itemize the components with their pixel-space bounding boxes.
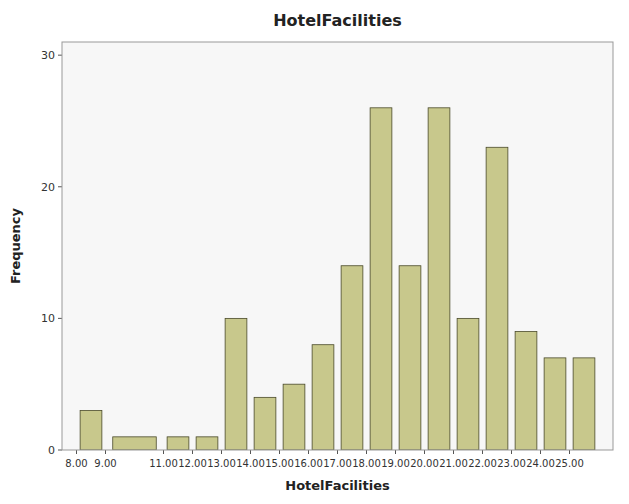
x-tick bbox=[337, 450, 338, 454]
y-tick-label: 20 bbox=[41, 181, 55, 194]
x-tick bbox=[221, 450, 222, 454]
y-tick bbox=[58, 55, 62, 56]
bar bbox=[399, 266, 421, 450]
bar bbox=[370, 108, 392, 450]
x-tick-label: 9.00 bbox=[94, 458, 116, 469]
plot-background bbox=[62, 42, 613, 450]
bar bbox=[573, 358, 595, 450]
y-axis-label: Frequency bbox=[8, 207, 23, 284]
x-tick bbox=[105, 450, 106, 454]
bar bbox=[544, 358, 566, 450]
bars bbox=[80, 108, 595, 450]
y-tick bbox=[58, 186, 62, 187]
chart: 0 10 20 30 8.00 9.00 11.0012.0013.0014.0015.00… bbox=[0, 0, 629, 504]
bar bbox=[486, 147, 508, 450]
y-tick-label: 10 bbox=[41, 312, 55, 325]
bar bbox=[196, 437, 218, 450]
bar bbox=[283, 384, 305, 450]
bar bbox=[312, 345, 334, 450]
x-tick-label: 22.00 bbox=[468, 458, 497, 469]
x-tick-label: 21.00 bbox=[439, 458, 468, 469]
bar bbox=[341, 266, 363, 450]
bar bbox=[457, 318, 479, 450]
y-tick-label: 30 bbox=[41, 49, 55, 62]
x-tick bbox=[453, 450, 454, 454]
plot-frame bbox=[62, 42, 613, 450]
bar bbox=[167, 437, 189, 450]
x-tick bbox=[424, 450, 425, 454]
x-tick-label: 13.00 bbox=[207, 458, 236, 469]
x-tick bbox=[395, 450, 396, 454]
x-tick-label: 19.00 bbox=[381, 458, 410, 469]
x-tick-label: 14.00 bbox=[236, 458, 265, 469]
x-tick-label: 12.00 bbox=[178, 458, 207, 469]
x-tick bbox=[250, 450, 251, 454]
x-tick bbox=[76, 450, 77, 454]
bar bbox=[428, 108, 450, 450]
x-tick-label: 16.00 bbox=[294, 458, 323, 469]
y-tick bbox=[58, 450, 62, 451]
x-tick bbox=[366, 450, 367, 454]
x-tick-label: 20.00 bbox=[410, 458, 439, 469]
bar bbox=[80, 411, 102, 450]
y-tick-label: 0 bbox=[48, 444, 55, 457]
x-axis-label: HotelFacilities bbox=[285, 478, 390, 493]
x-tick-label: 17.00 bbox=[323, 458, 352, 469]
x-tick bbox=[163, 450, 164, 454]
y-tick bbox=[58, 318, 62, 319]
x-tick-label: 15.00 bbox=[265, 458, 294, 469]
x-tick-label: 11.00 bbox=[149, 458, 178, 469]
title: HotelFacilities bbox=[273, 11, 402, 30]
bar bbox=[225, 318, 247, 450]
x-tick bbox=[192, 450, 193, 454]
bar bbox=[254, 397, 276, 450]
x-tick-label: 25.00 bbox=[555, 458, 584, 469]
x-tick bbox=[482, 450, 483, 454]
x-tick bbox=[540, 450, 541, 454]
x-tick bbox=[511, 450, 512, 454]
x-tick-label: 24.00 bbox=[526, 458, 555, 469]
x-tick-label: 18.00 bbox=[352, 458, 381, 469]
x-tick-label: 8.00 bbox=[65, 458, 87, 469]
bar bbox=[113, 437, 157, 450]
x-tick-label: 23.00 bbox=[497, 458, 526, 469]
x-tick bbox=[279, 450, 280, 454]
bar bbox=[515, 332, 537, 450]
y-axis: 0 10 20 30 bbox=[41, 49, 62, 457]
x-axis: 8.00 9.00 11.0012.0013.0014.0015.0016.0017… bbox=[65, 450, 583, 469]
x-tick bbox=[308, 450, 309, 454]
x-tick bbox=[569, 450, 570, 454]
